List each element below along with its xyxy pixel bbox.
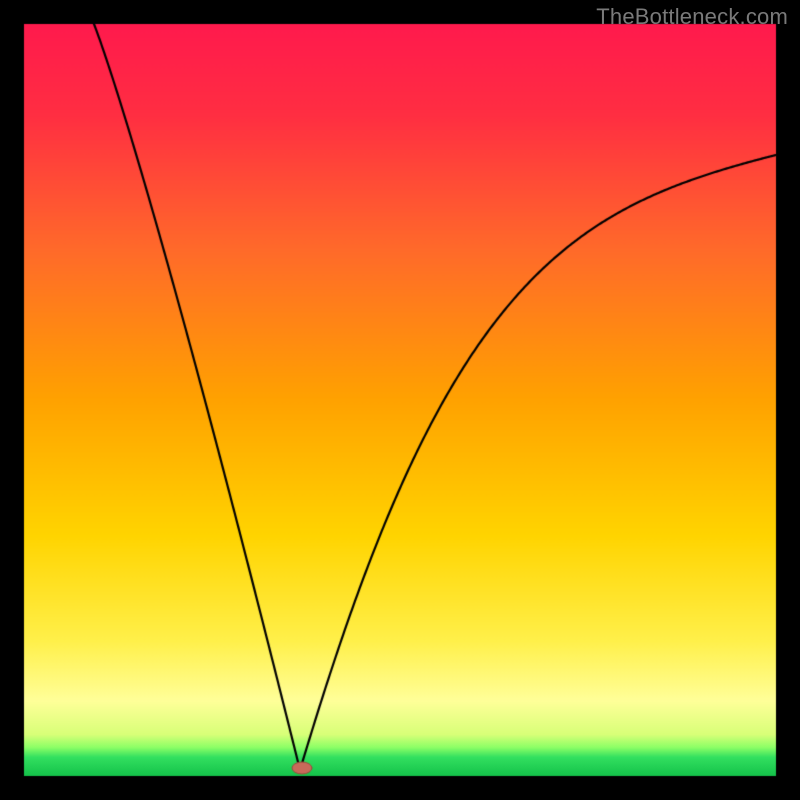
watermark-text: TheBottleneck.com <box>596 4 788 30</box>
chart-container: TheBottleneck.com <box>0 0 800 800</box>
gradient-background <box>0 0 800 800</box>
